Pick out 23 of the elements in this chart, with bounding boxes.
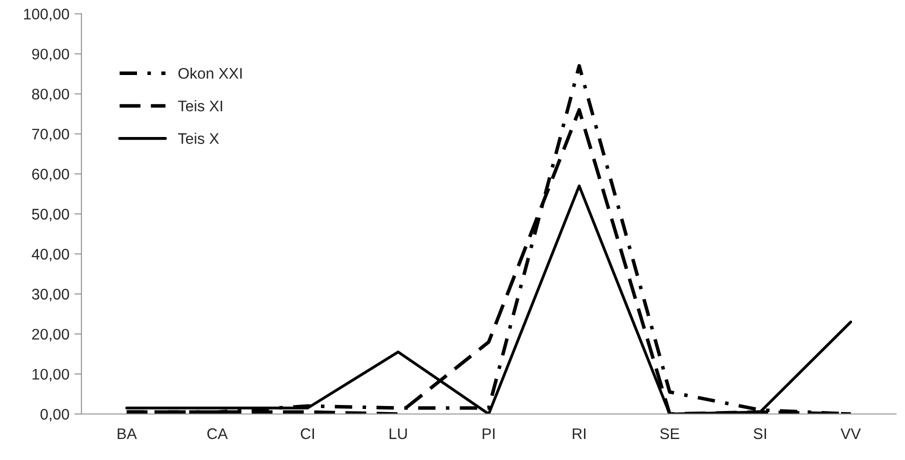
x-tick-label: SE: [660, 428, 680, 440]
y-tick-label: 80,00: [32, 88, 70, 102]
x-tick-label: PI: [482, 428, 495, 439]
y-tick-label: 50,00: [32, 208, 70, 222]
x-tick-label: VV: [840, 428, 861, 439]
legend-label: Okon XXI: [178, 68, 242, 79]
y-tick-label: 60,00: [32, 168, 70, 182]
y-tick-label: 30,00: [32, 288, 70, 302]
x-tick-label: BA: [118, 428, 137, 439]
y-tick-label: 40,00: [32, 248, 70, 262]
x-tick-label: RI: [572, 428, 586, 439]
legend-label: Teis X: [178, 132, 219, 144]
y-tick-label: 70,00: [32, 128, 70, 142]
y-tick-label: 20,00: [32, 328, 70, 342]
y-tick-label: 100,00: [24, 8, 70, 22]
y-tick-label: 0,00: [40, 408, 70, 422]
y-tick-label: 10,00: [32, 368, 70, 382]
x-tick-label: LU: [390, 428, 407, 440]
x-tick-label: CA: [207, 428, 228, 440]
x-tick-label: SI: [754, 428, 766, 440]
y-tick-label: 90,00: [32, 48, 70, 62]
legend-label: Teis XI: [178, 100, 222, 112]
x-tick-label: CI: [300, 428, 314, 440]
